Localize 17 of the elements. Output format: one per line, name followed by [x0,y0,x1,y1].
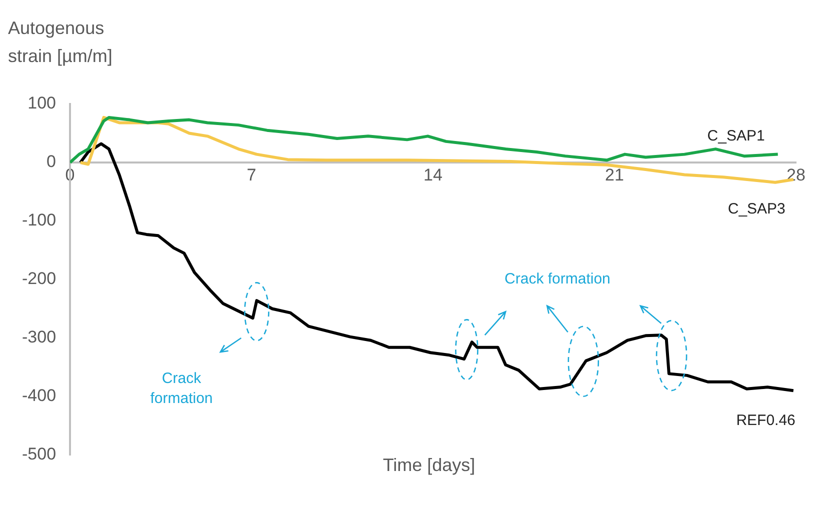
annotation: Crack formation [504,270,610,288]
y-axis-title: Autogenous strain [µm/m] [8,17,114,68]
y-tick-label: -100 [22,210,56,230]
y-tick-label: -300 [22,328,56,347]
annotation: Crack formation [150,370,213,408]
y-tick-label: -400 [22,386,56,406]
y-tick-label: 0 [46,152,56,172]
x-tick-label: 21 [605,165,624,184]
x-tick-label: 7 [246,165,256,184]
series-label: C_SAP1 [707,127,765,144]
x-axis-title: Time [days] [382,455,476,476]
y-tick-label: -200 [22,269,56,288]
series-label: C_SAP3 [728,200,786,218]
x-tick-label: 14 [424,165,442,184]
series-label: REF0.46 [736,412,796,429]
y-tick-label: -500 [22,444,56,464]
y-tick-label: 100 [28,94,56,113]
